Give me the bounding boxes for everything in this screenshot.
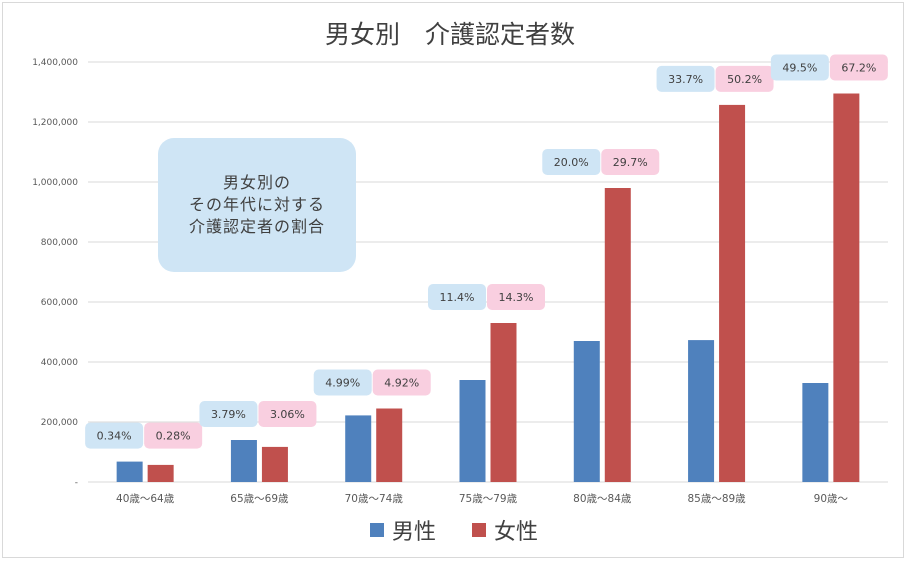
bar-female xyxy=(490,323,517,482)
annotation-line-3: 介護認定者の割合 xyxy=(188,217,325,236)
y-tick-label: 400,000 xyxy=(41,358,78,368)
percent-label-box xyxy=(542,149,601,175)
percent-label-box xyxy=(601,149,660,175)
percent-label: 3.06% xyxy=(270,408,305,421)
percent-label-box xyxy=(829,54,888,81)
percent-label-box xyxy=(715,65,774,92)
percent-label-box xyxy=(85,422,144,449)
legend-label: 女性 xyxy=(494,520,538,545)
bar-female xyxy=(376,408,403,482)
percent-label: 33.7% xyxy=(668,73,703,86)
legend: 男性 女性 xyxy=(370,520,538,545)
percent-label-box xyxy=(487,284,545,310)
y-tick-label: 200,000 xyxy=(41,418,78,428)
x-category-label: 90歳～ xyxy=(814,493,849,505)
percent-label: 11.4% xyxy=(440,291,475,304)
bar-male xyxy=(573,341,600,482)
percent-label: 4.92% xyxy=(384,377,419,390)
bar-female xyxy=(604,188,631,482)
legend-label: 男性 xyxy=(392,520,436,545)
percent-label: 14.3% xyxy=(499,291,534,304)
percent-label: 3.79% xyxy=(211,408,246,421)
bar-male xyxy=(802,383,829,482)
x-category-label: 75歳～79歳 xyxy=(459,493,518,505)
percent-label: 50.2% xyxy=(727,73,762,86)
percent-label: 29.7% xyxy=(613,156,648,169)
percent-label-box xyxy=(770,54,829,81)
bar-female xyxy=(719,104,746,483)
y-tick-label: 1,400,000 xyxy=(32,58,78,68)
percent-label: 20.0% xyxy=(554,156,589,169)
legend-swatch xyxy=(472,523,486,537)
y-tick-label: - xyxy=(75,478,78,488)
percent-label-box xyxy=(656,65,715,92)
percent-label-box xyxy=(258,401,317,427)
bar-female xyxy=(147,464,174,482)
annotation-line-2: その年代に対する xyxy=(188,195,325,214)
y-tick-label: 800,000 xyxy=(41,238,78,248)
x-axis-categories: 40歳～64歳 65歳～69歳 70歳～74歳 75歳～79歳 80歳～84歳 85歳～8… xyxy=(116,493,849,505)
y-axis-ticks: - 200,000 400,000 600,000 800,000 1,000,000 1,… xyxy=(32,58,78,488)
x-category-label: 65歳～69歳 xyxy=(230,493,289,505)
chart-title: 男女別 介護認定者数 xyxy=(325,20,575,49)
percent-label: 4.99% xyxy=(325,377,360,390)
legend-swatch xyxy=(370,523,384,537)
x-category-label: 70歳～74歳 xyxy=(345,493,404,505)
percent-label-box xyxy=(144,422,203,449)
percent-label-box xyxy=(372,369,431,396)
x-category-label: 85歳～89歳 xyxy=(687,493,746,505)
bar-male xyxy=(116,461,143,482)
percent-label: 49.5% xyxy=(782,62,817,75)
x-category-label: 40歳～64歳 xyxy=(116,493,175,505)
bar-male xyxy=(230,440,257,482)
bar-female xyxy=(261,446,288,482)
bar-male xyxy=(688,340,715,482)
y-tick-label: 1,000,000 xyxy=(32,178,78,188)
percent-labels: 0.34% 0.28% 3.79% 3.06% 4.99% 4.92% 11.4% 14.3%… xyxy=(85,54,888,449)
percent-label: 67.2% xyxy=(841,62,876,75)
annotation-callout: 男女別の その年代に対する 介護認定者の割合 xyxy=(158,138,356,272)
y-tick-label: 600,000 xyxy=(41,298,78,308)
percent-label: 0.34% xyxy=(97,430,132,443)
percent-label-box xyxy=(428,284,486,310)
percent-label-box xyxy=(313,369,372,396)
bars xyxy=(116,93,860,483)
x-category-label: 80歳～84歳 xyxy=(573,493,632,505)
bar-male xyxy=(459,380,486,482)
percent-label: 0.28% xyxy=(156,430,191,443)
percent-label-box xyxy=(199,401,258,427)
bar-male xyxy=(345,415,372,482)
bar-female xyxy=(833,93,860,482)
y-tick-label: 1,200,000 xyxy=(32,118,78,128)
annotation-line-1: 男女別の xyxy=(222,173,291,192)
